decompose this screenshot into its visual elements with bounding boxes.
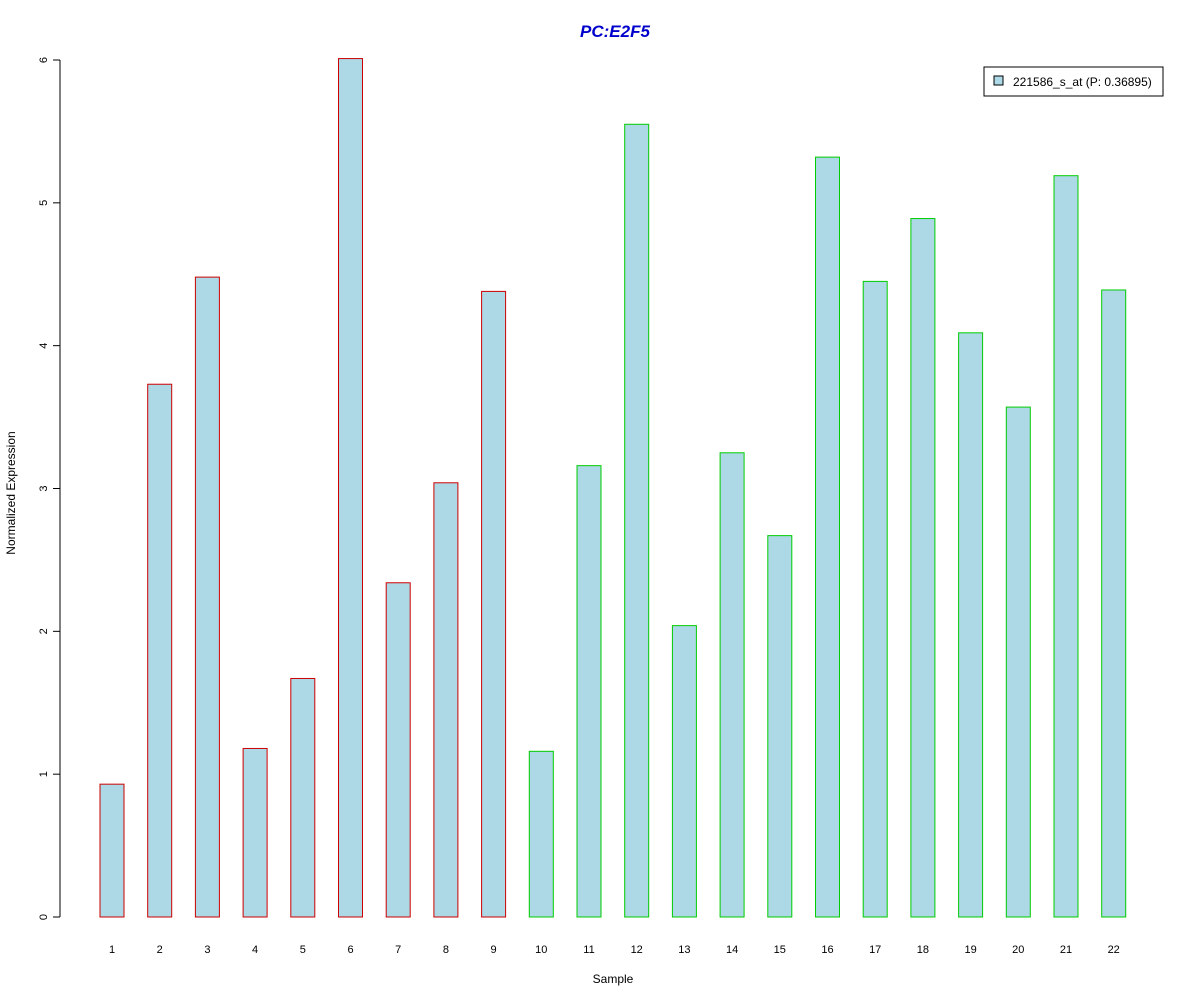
bars-group	[99, 58, 1127, 918]
x-tick-label: 5	[300, 944, 306, 956]
bar-sample-10	[528, 750, 554, 918]
y-axis-label: Normalized Expression	[4, 431, 18, 554]
x-tick-label: 10	[535, 944, 547, 956]
y-axis: 0 1 2 3 4 5 6	[38, 57, 61, 920]
x-tick-label: 20	[1012, 944, 1024, 956]
x-tick-label: 8	[443, 944, 449, 956]
x-tick-label: 13	[678, 944, 690, 956]
x-tick-label: 18	[917, 944, 929, 956]
x-tick-label: 11	[583, 944, 594, 956]
x-tick-label: 4	[252, 944, 258, 956]
x-tick-label: 7	[395, 944, 401, 956]
y-tick-label: 4	[38, 343, 50, 349]
legend: 221586_s_at (P: 0.36895)	[983, 66, 1164, 97]
bar-sample-15	[767, 535, 793, 918]
x-tick-label: 9	[491, 944, 497, 956]
x-tick-label: 22	[1108, 944, 1120, 956]
bar-sample-22	[1101, 289, 1127, 918]
bar-sample-21	[1053, 175, 1079, 918]
bar-sample-11	[576, 465, 602, 918]
bar-sample-20	[1005, 406, 1031, 918]
bar-sample-3	[194, 276, 220, 918]
y-tick-label: 3	[38, 485, 50, 491]
x-tick-label: 2	[157, 944, 163, 956]
legend-box	[983, 66, 1164, 97]
bar-sample-6	[338, 58, 363, 918]
x-tick-label: 14	[726, 944, 738, 956]
bar-sample-12	[624, 123, 650, 918]
y-tick-label: 0	[38, 914, 50, 920]
y-tick-label: 1	[38, 771, 50, 777]
bar-sample-14	[719, 452, 745, 918]
x-tick-label: 17	[869, 944, 881, 956]
x-tick-label: 21	[1060, 944, 1072, 956]
x-tick-label: 1	[109, 944, 115, 956]
legend-swatch	[993, 75, 1004, 86]
bar-sample-13	[671, 625, 697, 918]
bar-sample-1	[99, 783, 125, 918]
x-tick-label: 6	[347, 944, 353, 956]
x-tick-label: 3	[204, 944, 210, 956]
x-tick-labels: 1 2 3 4 5 6 7 8 9 10 11 12 13 14 15 16 17 18 19 20 21 22	[109, 944, 1120, 956]
y-tick-label: 5	[38, 200, 50, 206]
bar-sample-17	[862, 280, 888, 918]
bar-sample-18	[910, 218, 936, 918]
bar-sample-4	[242, 747, 268, 918]
bar-sample-8	[433, 482, 459, 918]
chart-title: PC:E2F5	[580, 22, 650, 41]
x-tick-label: 12	[631, 944, 643, 956]
bar-sample-19	[958, 332, 984, 918]
bar-sample-5	[290, 677, 316, 918]
y-tick-label: 6	[38, 57, 50, 63]
bar-sample-7	[385, 582, 411, 918]
x-tick-label: 15	[774, 944, 786, 956]
y-tick-label: 2	[38, 628, 50, 634]
bar-sample-2	[147, 383, 173, 918]
x-axis-label: Sample	[593, 972, 634, 986]
x-tick-label: 16	[821, 944, 833, 956]
bar-sample-16	[815, 156, 840, 918]
bar-sample-9	[481, 290, 507, 918]
x-tick-label: 19	[964, 944, 976, 956]
legend-label: 221586_s_at (P: 0.36895)	[1013, 75, 1152, 89]
